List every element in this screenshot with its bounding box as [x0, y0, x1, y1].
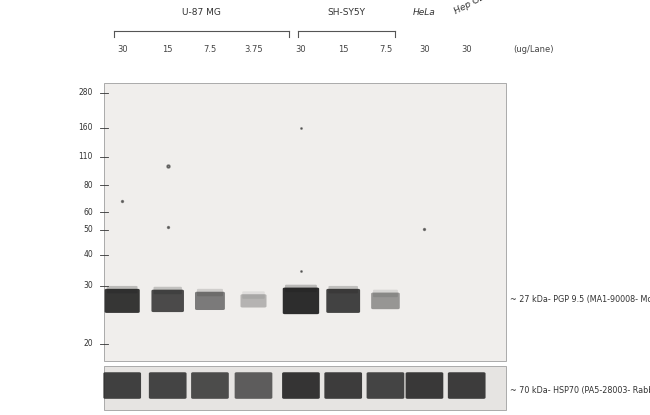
Text: 30: 30: [419, 45, 430, 54]
Bar: [104, 83, 506, 361]
FancyBboxPatch shape: [371, 293, 400, 309]
Text: SH-SY5Y: SH-SY5Y: [328, 7, 365, 17]
Text: 30: 30: [462, 45, 472, 54]
FancyBboxPatch shape: [103, 372, 141, 399]
FancyBboxPatch shape: [324, 372, 362, 399]
Text: 50: 50: [83, 225, 93, 234]
Text: 20: 20: [83, 339, 93, 348]
FancyBboxPatch shape: [285, 285, 317, 292]
Bar: [104, 366, 506, 410]
Text: 110: 110: [79, 152, 93, 161]
Text: U-87 MG: U-87 MG: [182, 7, 221, 17]
Text: 80: 80: [83, 181, 93, 190]
Text: 15: 15: [338, 45, 348, 54]
FancyBboxPatch shape: [242, 291, 265, 299]
Text: (ug/Lane): (ug/Lane): [514, 45, 554, 54]
FancyBboxPatch shape: [197, 289, 223, 296]
FancyBboxPatch shape: [328, 286, 358, 293]
FancyBboxPatch shape: [191, 372, 229, 399]
FancyBboxPatch shape: [107, 286, 138, 293]
FancyBboxPatch shape: [240, 294, 266, 308]
Text: 30: 30: [83, 281, 93, 290]
Text: 30: 30: [117, 45, 127, 54]
Text: 7.5: 7.5: [203, 45, 216, 54]
Text: ~ 70 kDa- HSP70 (PA5-28003- Rabbit / IgG): ~ 70 kDa- HSP70 (PA5-28003- Rabbit / IgG…: [510, 386, 650, 395]
Text: 7.5: 7.5: [379, 45, 392, 54]
Text: 160: 160: [79, 123, 93, 132]
Text: 280: 280: [79, 88, 93, 98]
Text: ~ 27 kDa- PGP 9.5 (MA1-90008- Mouse / IgG): ~ 27 kDa- PGP 9.5 (MA1-90008- Mouse / Ig…: [510, 295, 650, 304]
FancyBboxPatch shape: [326, 289, 360, 313]
FancyBboxPatch shape: [406, 372, 443, 399]
Text: HeLa: HeLa: [413, 7, 436, 17]
FancyBboxPatch shape: [235, 372, 272, 399]
FancyBboxPatch shape: [282, 372, 320, 399]
FancyBboxPatch shape: [448, 372, 486, 399]
Text: 60: 60: [83, 208, 93, 217]
Text: 40: 40: [83, 250, 93, 259]
FancyBboxPatch shape: [149, 372, 187, 399]
FancyBboxPatch shape: [151, 290, 184, 312]
FancyBboxPatch shape: [105, 289, 140, 313]
Text: 15: 15: [162, 45, 173, 54]
FancyBboxPatch shape: [153, 287, 182, 294]
FancyBboxPatch shape: [283, 288, 319, 314]
FancyBboxPatch shape: [367, 372, 404, 399]
Text: 3.75: 3.75: [244, 45, 263, 54]
FancyBboxPatch shape: [373, 290, 398, 297]
FancyBboxPatch shape: [195, 292, 225, 310]
Text: Hep G2: Hep G2: [452, 0, 486, 16]
Text: 30: 30: [296, 45, 306, 54]
